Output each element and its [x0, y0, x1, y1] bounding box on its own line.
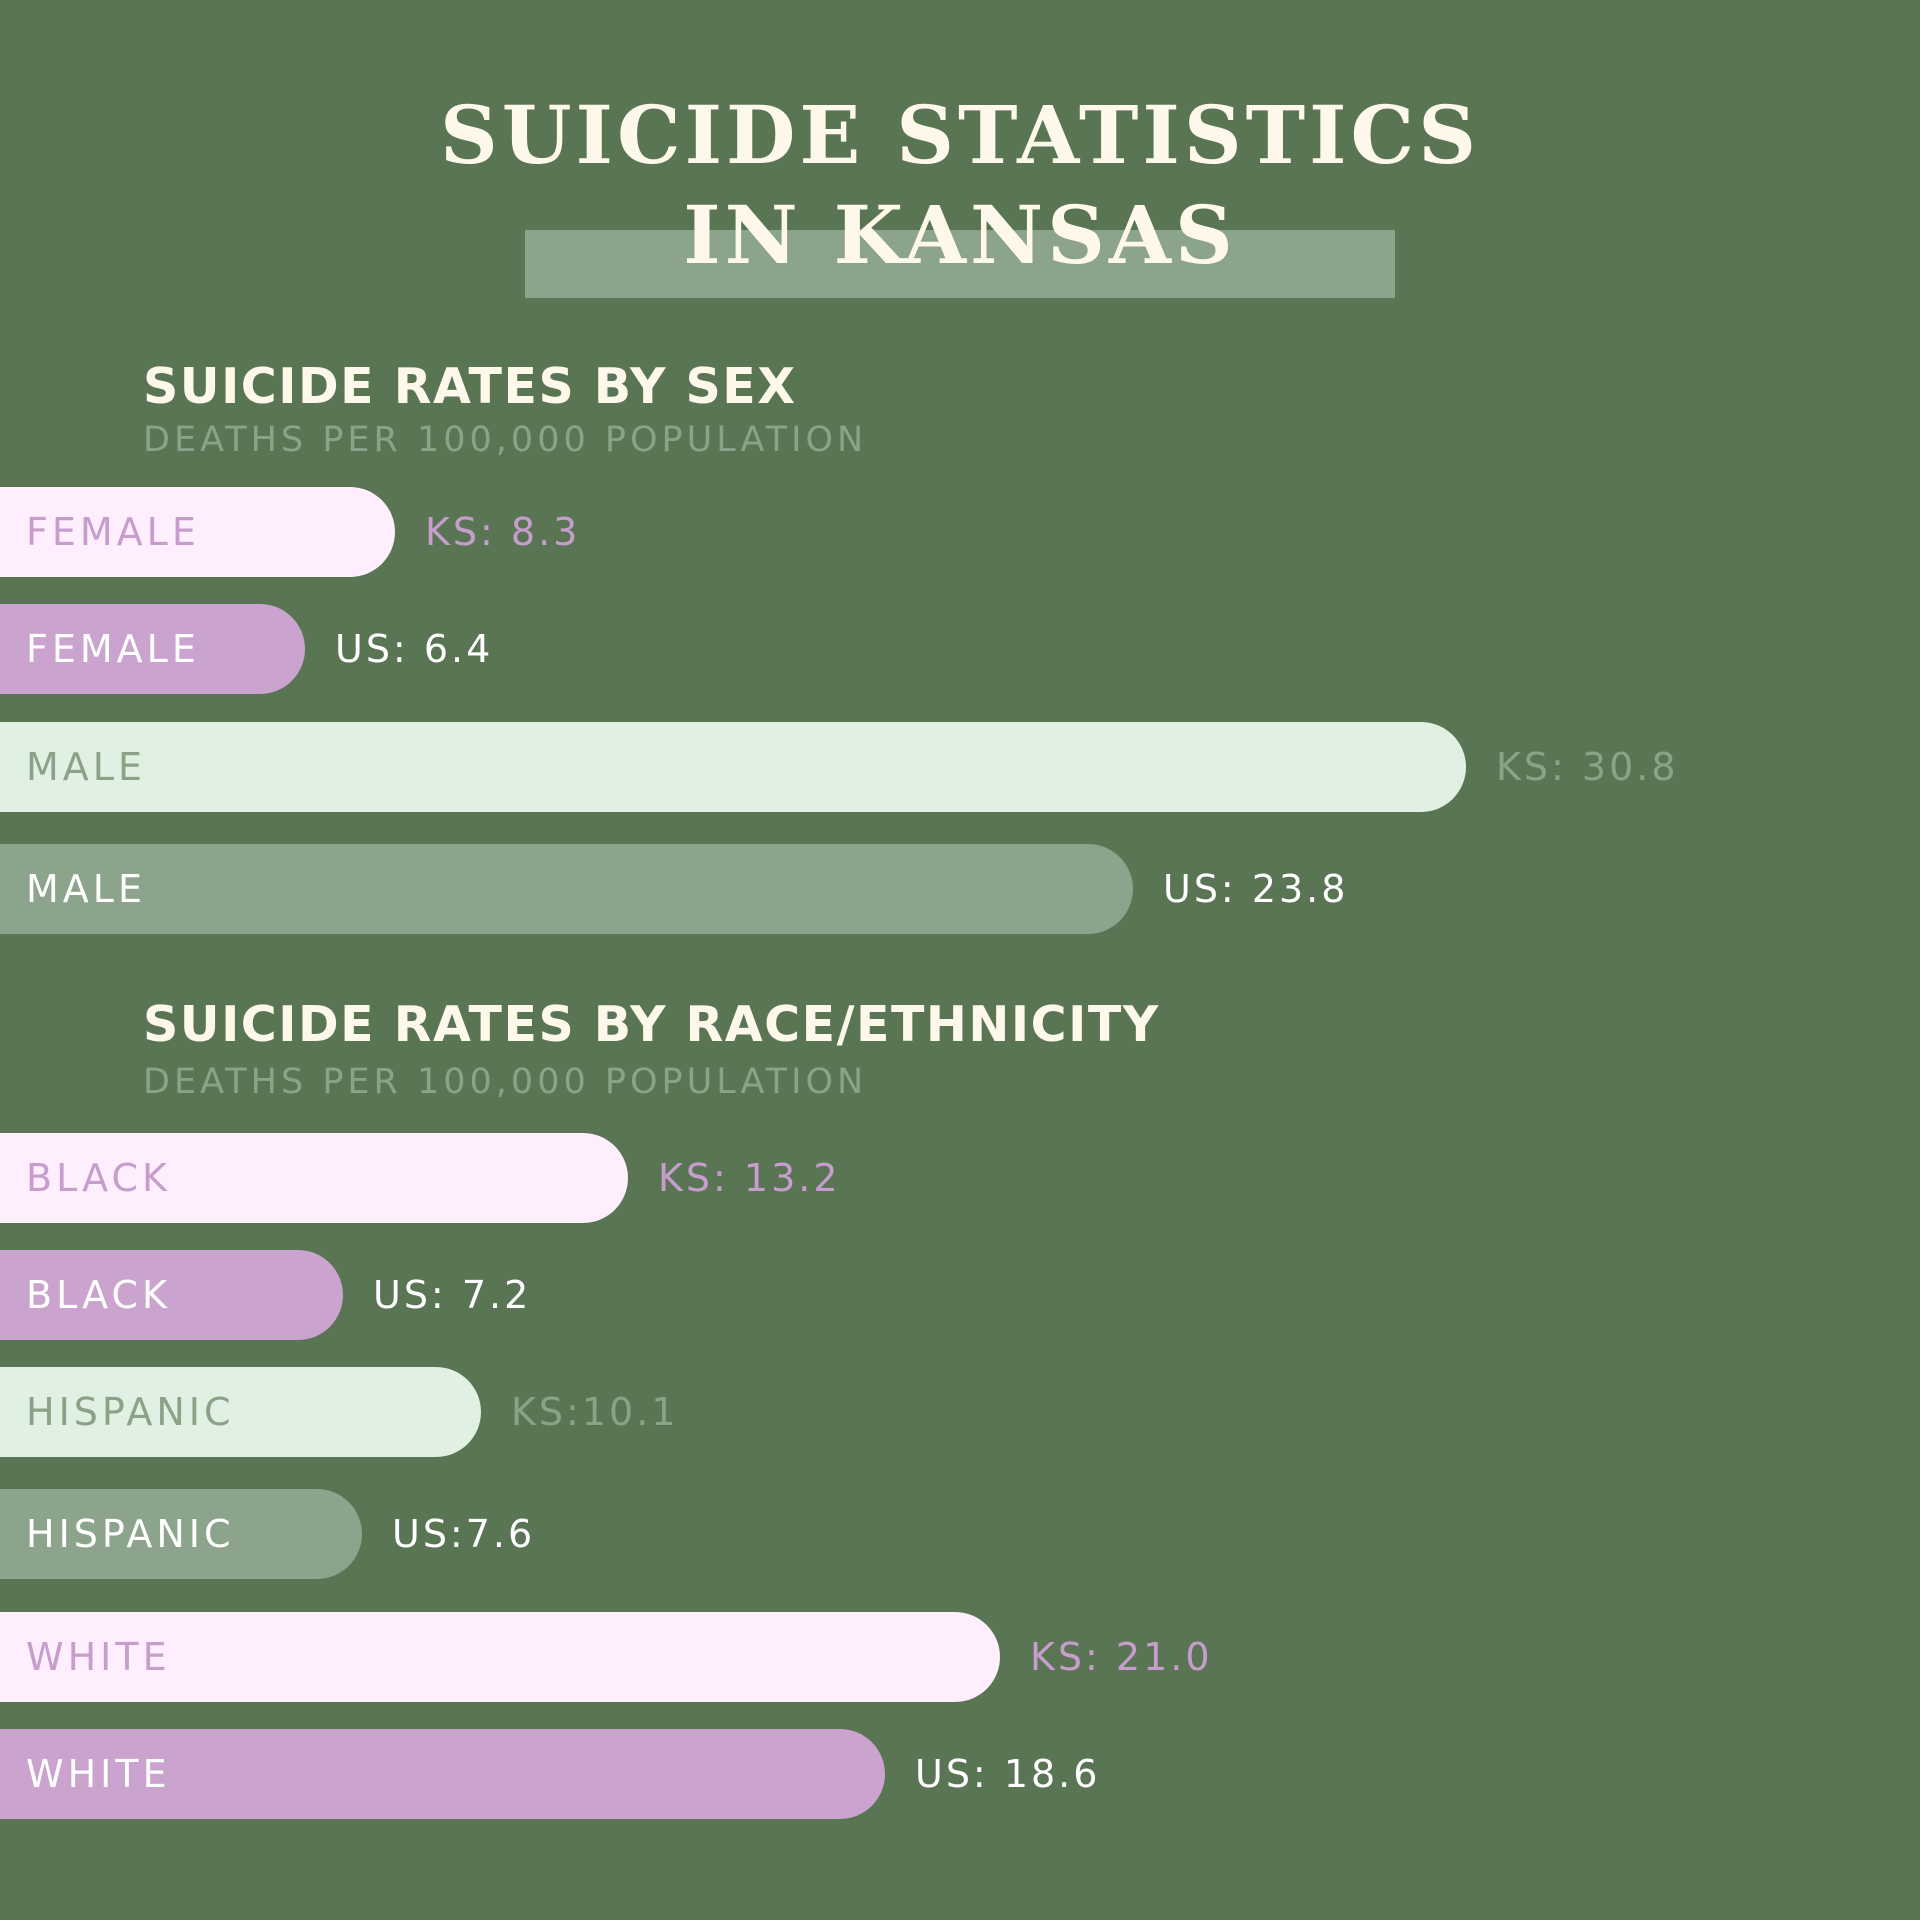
bar-category-label: WHITE — [26, 1635, 171, 1679]
bar-value-label: US: 18.6 — [915, 1752, 1101, 1796]
bar-black-us: BLACK — [0, 1250, 343, 1340]
title-highlight-bar — [525, 230, 1395, 298]
bar-value-label: KS: 13.2 — [658, 1156, 841, 1200]
bar-value-label: KS: 21.0 — [1030, 1635, 1213, 1679]
bar-female-ks: FEMALE — [0, 487, 395, 577]
bar-category-label: HISPANIC — [26, 1512, 235, 1556]
bar-hispanic-ks: HISPANIC — [0, 1367, 481, 1457]
bar-category-label: BLACK — [26, 1273, 171, 1317]
bar-value-label: KS:10.1 — [511, 1390, 679, 1434]
bar-hispanic-us: HISPANIC — [0, 1489, 362, 1579]
bar-category-label: FEMALE — [26, 627, 200, 671]
bar-male-us: MALE — [0, 844, 1133, 934]
bar-white-ks: WHITE — [0, 1612, 1000, 1702]
bar-value-label: US: 6.4 — [335, 627, 494, 671]
bar-value-label: US:7.6 — [392, 1512, 536, 1556]
bar-male-ks: MALE — [0, 722, 1466, 812]
bar-category-label: MALE — [26, 867, 146, 911]
bar-category-label: WHITE — [26, 1752, 171, 1796]
bar-category-label: MALE — [26, 745, 146, 789]
bar-value-label: KS: 30.8 — [1496, 745, 1679, 789]
bar-category-label: FEMALE — [26, 510, 200, 554]
sex-section-subtitle: DEATHS PER 100,000 POPULATION — [143, 420, 868, 460]
bar-category-label: BLACK — [26, 1156, 171, 1200]
bar-value-label: KS: 8.3 — [425, 510, 581, 554]
bar-value-label: US: 23.8 — [1163, 867, 1349, 911]
bar-female-us: FEMALE — [0, 604, 305, 694]
page-title-line-2: IN KANSAS — [683, 188, 1237, 282]
page-title-line-1: SUICIDE STATISTICS — [439, 88, 1480, 182]
bar-value-label: US: 7.2 — [373, 1273, 532, 1317]
bar-black-ks: BLACK — [0, 1133, 628, 1223]
race-section-subtitle: DEATHS PER 100,000 POPULATION — [143, 1062, 868, 1102]
sex-section-title: SUICIDE RATES BY SEX — [143, 358, 797, 415]
bar-white-us: WHITE — [0, 1729, 885, 1819]
bar-category-label: HISPANIC — [26, 1390, 235, 1434]
race-section-title: SUICIDE RATES BY RACE/ETHNICITY — [143, 996, 1160, 1053]
